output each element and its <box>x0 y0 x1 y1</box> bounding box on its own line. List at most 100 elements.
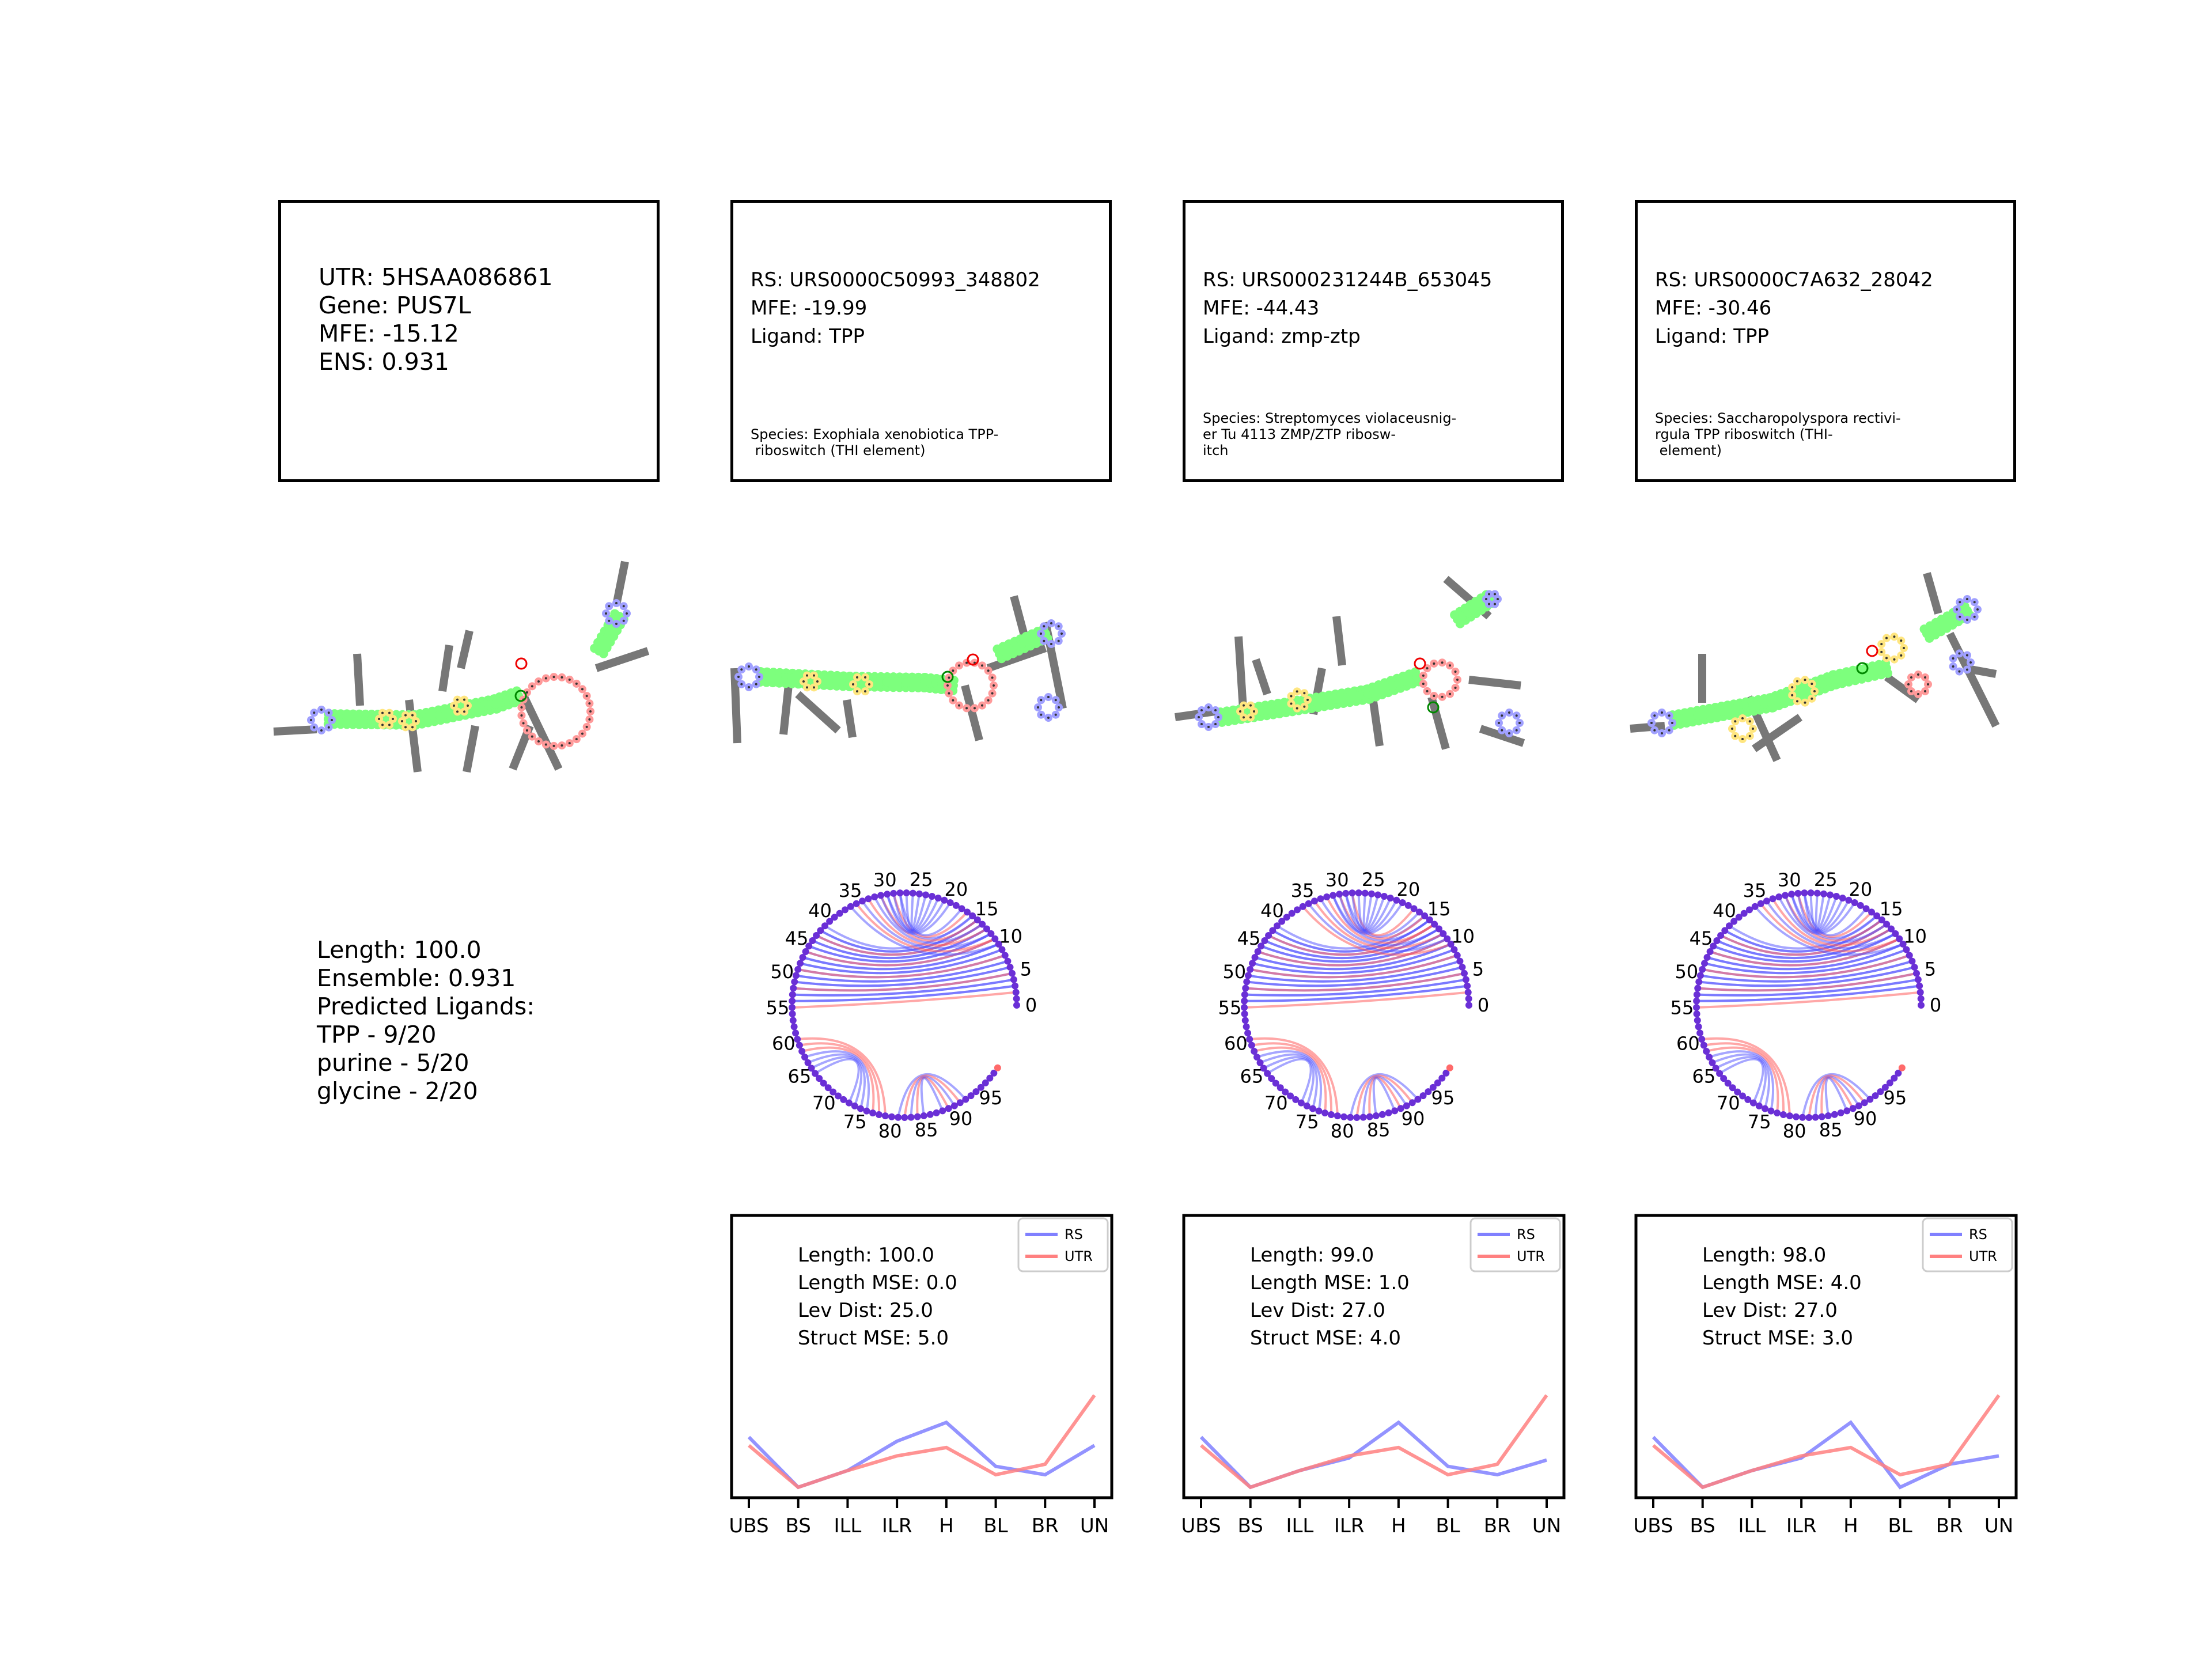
arc-link <box>797 954 1006 979</box>
arc-nucleotide <box>1251 1048 1258 1055</box>
nucleotide-dot <box>1253 710 1255 713</box>
nucleotide-dot <box>991 692 994 695</box>
summary-ligand-purine: purine - 5/20 <box>317 1049 469 1077</box>
arc-tick-label: 20 <box>1849 878 1873 900</box>
stem-nucleotide <box>949 681 958 690</box>
arc-link <box>855 903 996 953</box>
legend-label: UTR <box>1969 1248 1997 1264</box>
arc-nucleotide <box>934 895 942 902</box>
nucleotide-dot <box>411 726 414 729</box>
arc-nucleotide <box>1278 918 1286 925</box>
arc-nucleotide <box>1241 1003 1248 1011</box>
arc-nucleotide <box>804 1059 812 1066</box>
nucleotide-dot <box>1454 671 1457 673</box>
stem-nucleotide <box>1963 606 1972 615</box>
arc-link <box>797 1037 887 1116</box>
nucleotide-dot <box>1050 622 1052 624</box>
arc-nucleotide <box>840 1096 847 1103</box>
nucleotide-dot <box>401 720 403 722</box>
arc-nucleotide <box>1877 1088 1884 1096</box>
nucleotide-dot <box>1207 726 1210 728</box>
nucleotide-dot <box>615 623 618 625</box>
arc-link <box>1696 991 1921 1009</box>
start-marker <box>967 653 979 666</box>
arc-nucleotide <box>1831 1111 1838 1118</box>
arc-nucleotide <box>792 1029 800 1037</box>
arc-nucleotide <box>798 1048 806 1055</box>
arc-link <box>1701 1037 1791 1116</box>
arc-nucleotide <box>962 1096 969 1103</box>
arc-nucleotide <box>1693 1003 1700 1011</box>
arc-nucleotide <box>1898 1064 1906 1071</box>
end-marker <box>1427 701 1440 714</box>
nucleotide-dot <box>581 732 584 735</box>
arc-nucleotide <box>1426 916 1433 923</box>
nucleotide-dot <box>1885 637 1888 639</box>
arc-nucleotide <box>967 1092 975 1100</box>
arc-link <box>1319 898 1440 947</box>
arc-link <box>1302 906 1452 956</box>
arc-link <box>1778 896 1888 944</box>
nucleotide-dot <box>946 684 949 687</box>
arc-link <box>1308 903 1448 953</box>
structure-bar <box>353 653 364 706</box>
rs-ligand: Ligand: TPP <box>751 325 865 348</box>
arc-nucleotide <box>1744 1096 1752 1103</box>
nucleotide-dot <box>755 668 757 671</box>
nucleotide-dot <box>1880 650 1883 653</box>
nucleotide-dot <box>1959 615 1961 618</box>
structure-bar <box>843 699 857 738</box>
arc-link <box>873 896 983 944</box>
nucleotide-dot <box>1441 661 1444 664</box>
x-tick-label: ILR <box>1786 1514 1817 1537</box>
rna-structure-rs-2 <box>1175 575 1525 750</box>
arc-nucleotide <box>1453 952 1461 959</box>
arc-nucleotide <box>1916 982 1923 990</box>
nucleotide-dot <box>1290 695 1293 698</box>
arc-nucleotide <box>977 1084 984 1091</box>
arc-nucleotide <box>797 960 804 967</box>
nucleotide-dot <box>310 719 312 721</box>
arc-nucleotide <box>1374 891 1382 899</box>
x-tick-label: BS <box>1238 1514 1263 1537</box>
structure-bar <box>463 725 479 773</box>
nucleotide-dot <box>1741 717 1744 719</box>
structure-bar <box>1468 676 1521 690</box>
nucleotide-dot <box>740 668 743 671</box>
arc-nucleotide <box>1001 952 1009 959</box>
nucleotide-dot <box>1653 729 1656 732</box>
x-tick-label: BS <box>1690 1514 1715 1537</box>
rna-structure-utr <box>273 560 650 773</box>
arc-nucleotide <box>789 997 796 1005</box>
arc-nucleotide <box>1820 890 1827 897</box>
arc-nucleotide <box>1706 948 1714 956</box>
arc-nucleotide <box>1735 914 1743 921</box>
arc-nucleotide <box>1734 1088 1741 1096</box>
arc-nucleotide <box>909 889 916 897</box>
arc-nucleotide <box>1399 899 1406 907</box>
arc-link <box>1253 1046 1327 1113</box>
nucleotide-dot <box>1306 699 1309 701</box>
arc-nucleotide <box>1862 905 1870 912</box>
nucleotide-dot <box>1661 711 1663 714</box>
arc-nucleotide <box>1283 914 1290 921</box>
arc-nucleotide <box>1247 965 1254 973</box>
nucleotide-dot <box>1214 709 1217 711</box>
nucleotide-dot <box>1910 676 1912 679</box>
nucleotide-dot <box>588 718 591 721</box>
arc-nucleotide <box>950 1102 958 1109</box>
arc-nucleotide <box>1387 895 1394 902</box>
arc-nucleotide <box>1755 1102 1763 1109</box>
legend-label: UTR <box>1065 1248 1093 1264</box>
arc-nucleotide <box>863 1107 870 1115</box>
arc-nucleotide <box>1739 1092 1747 1100</box>
nucleotide-dot <box>1488 593 1490 596</box>
arc-nucleotide <box>1438 1074 1446 1082</box>
nucleotide-dot <box>1456 679 1459 681</box>
structure-bar <box>961 684 983 741</box>
arc-nucleotide <box>1355 889 1362 897</box>
arc-nucleotide <box>1896 935 1903 942</box>
arc-nucleotide <box>1895 1069 1902 1077</box>
nucleotide-dot <box>392 718 394 720</box>
arc-nucleotide <box>824 1084 832 1092</box>
